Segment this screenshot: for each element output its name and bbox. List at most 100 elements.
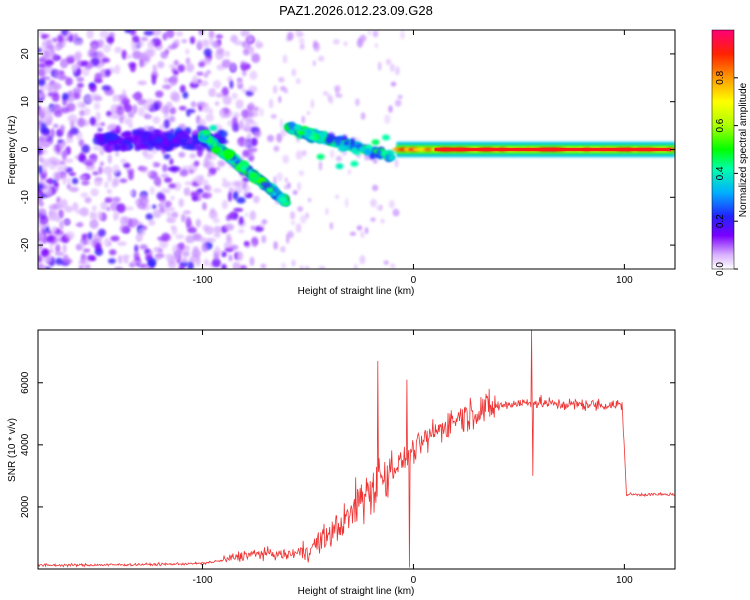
spectral-blob xyxy=(238,120,244,130)
spectral-blob xyxy=(350,160,359,167)
spectral-blob xyxy=(266,187,274,194)
spectral-blob xyxy=(41,158,51,168)
spectral-blob xyxy=(57,201,64,209)
spectral-blob xyxy=(39,215,49,225)
spectral-blob xyxy=(337,143,347,152)
spectral-blob xyxy=(380,219,385,224)
spectral-blob xyxy=(349,231,356,236)
spectral-blob xyxy=(298,170,305,176)
spectral-blob xyxy=(178,242,185,250)
spectral-blob xyxy=(248,46,255,56)
spectral-blob xyxy=(105,69,111,77)
spectral-blob xyxy=(395,66,400,76)
spectral-blob xyxy=(89,153,98,164)
spectral-blob xyxy=(228,211,239,220)
spectral-blob xyxy=(117,255,123,264)
spectral-blob xyxy=(93,102,101,110)
spectral-blob xyxy=(249,256,255,266)
spectral-blob xyxy=(239,136,244,147)
spectral-blob xyxy=(355,98,360,107)
spectral-blob xyxy=(140,36,149,42)
spectral-blob xyxy=(86,254,96,261)
spectral-blob xyxy=(384,114,391,124)
spectral-blob xyxy=(48,177,53,185)
spectral-blob xyxy=(390,263,396,269)
colorbar-tick-label: 0.2 xyxy=(715,214,726,228)
spectral-blob xyxy=(201,242,209,253)
spectral-blob xyxy=(75,209,86,215)
spectral-blob xyxy=(378,61,382,71)
spectral-blob xyxy=(281,262,287,269)
spectral-blob xyxy=(219,130,228,138)
spectral-blob xyxy=(61,163,68,173)
spectral-blob xyxy=(260,263,267,269)
spectral-blob xyxy=(370,198,377,208)
spectral-blob xyxy=(224,223,235,231)
spectral-blob xyxy=(261,235,267,244)
spectral-blob xyxy=(252,106,260,112)
spectral-blob xyxy=(242,48,250,56)
spectral-blob xyxy=(39,123,48,133)
spectral-blob xyxy=(38,208,46,214)
spectral-blob xyxy=(196,71,204,76)
spectral-blob xyxy=(228,254,233,262)
spectral-blob xyxy=(38,265,44,269)
spectral-blob xyxy=(360,230,365,239)
spectral-blob xyxy=(356,225,363,231)
spectral-blob xyxy=(92,146,102,151)
spectral-blob xyxy=(237,78,243,87)
spectral-blob xyxy=(95,111,101,122)
spectral-blob xyxy=(202,39,210,48)
spectral-blob xyxy=(49,79,56,86)
spectral-blob xyxy=(115,151,120,157)
spectral-blob xyxy=(397,94,403,100)
spectral-blob xyxy=(243,43,249,49)
spectral-blob xyxy=(282,154,290,164)
spectral-blob xyxy=(51,92,60,103)
spectral-blob xyxy=(99,30,109,38)
spectral-blob xyxy=(310,99,315,109)
spectral-blob xyxy=(79,239,86,249)
spectral-blob xyxy=(203,48,212,57)
spectral-blob xyxy=(347,169,352,175)
snr-x-label: Height of straight line (km) xyxy=(298,586,415,597)
spectral-blob xyxy=(160,106,168,114)
spectral-blob xyxy=(119,115,124,124)
snr-y-label: SNR (10 * v/v) xyxy=(7,418,18,482)
spectral-blob xyxy=(85,165,96,171)
spectral-blob xyxy=(132,35,140,43)
spectral-blob xyxy=(197,78,202,84)
spectral-blob xyxy=(169,107,177,115)
spectral-blob xyxy=(43,266,52,269)
spectral-blob xyxy=(169,76,177,87)
spectral-blob xyxy=(252,242,257,248)
spectral-blob xyxy=(236,251,244,261)
spectral-blob xyxy=(54,251,65,256)
spectral-blob xyxy=(163,77,169,84)
spectral-blob xyxy=(56,196,61,204)
spectral-blob xyxy=(153,162,161,168)
spectral-blob xyxy=(166,216,175,223)
spectral-blob xyxy=(112,94,118,103)
spectral-blob xyxy=(69,127,79,135)
spectral-blob xyxy=(62,149,68,157)
spectral-blob xyxy=(42,49,50,60)
spectral-blob xyxy=(50,128,55,138)
spectral-blob xyxy=(185,48,190,55)
spectral-blob xyxy=(259,223,266,228)
spectral-blob xyxy=(280,128,288,137)
spectral-blob xyxy=(423,147,434,152)
spectral-blob xyxy=(261,219,268,225)
spectral-blob xyxy=(161,188,171,194)
spectral-blob xyxy=(389,63,395,73)
spectral-blob xyxy=(43,187,53,196)
spectral-blob xyxy=(183,187,191,196)
spectral-blob xyxy=(81,263,91,269)
spectral-blob xyxy=(97,39,105,48)
spectral-blob xyxy=(79,175,87,180)
spectral-blob xyxy=(107,154,113,164)
spectral-blob xyxy=(209,125,218,131)
x-tick-label: 100 xyxy=(616,575,633,586)
y-tick-label: -20 xyxy=(20,237,31,252)
